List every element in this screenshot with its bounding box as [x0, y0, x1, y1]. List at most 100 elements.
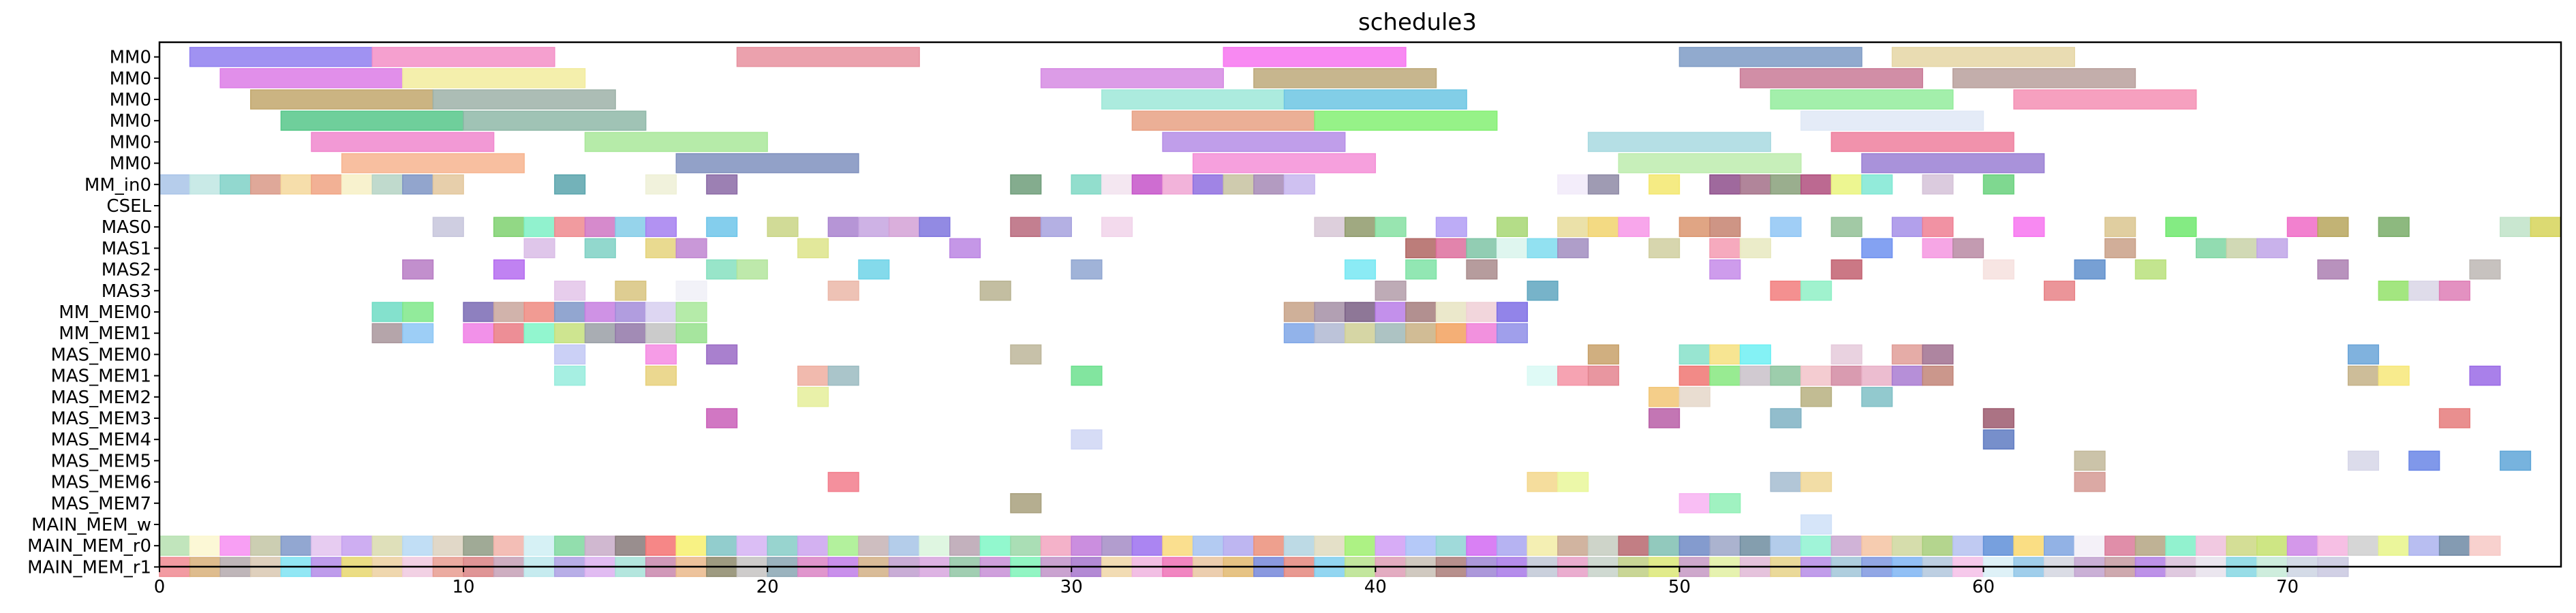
task-bar	[1861, 365, 1893, 386]
y-tick-label: MAS_MEM4	[50, 430, 151, 450]
task-bar	[341, 153, 525, 174]
task-bar	[1101, 217, 1133, 237]
task-bar	[2074, 535, 2106, 556]
task-bar	[827, 535, 859, 556]
task-bar	[1922, 365, 1954, 386]
task-bar	[2134, 259, 2166, 280]
y-tick-label: MAS_MEM5	[50, 451, 151, 471]
task-bar	[797, 535, 829, 556]
task-bar	[2104, 238, 2136, 259]
y-tick-label: MM_MEM0	[59, 302, 151, 323]
task-bar	[1557, 217, 1589, 237]
task-bar	[1375, 217, 1407, 237]
task-bar	[1223, 46, 1407, 67]
y-tick-label: MAS0	[102, 217, 151, 238]
task-bar	[1618, 217, 1650, 237]
task-bar	[463, 110, 647, 131]
task-bar	[402, 259, 434, 280]
task-bar	[615, 535, 647, 556]
y-tick-label: MAS1	[102, 238, 151, 259]
task-bar	[1040, 217, 1072, 237]
task-bar	[523, 302, 555, 322]
y-tick-label: MAS_MEM2	[50, 388, 151, 408]
task-bar	[371, 46, 555, 67]
task-bar	[432, 217, 464, 237]
task-bar	[2530, 217, 2562, 237]
task-bar	[736, 535, 768, 556]
task-bar	[1496, 238, 1529, 259]
task-bar	[1587, 535, 1619, 556]
task-bar	[1405, 238, 1437, 259]
task-bar	[1982, 174, 2014, 195]
task-bar	[1709, 365, 1741, 386]
task-bar	[371, 323, 403, 343]
task-bar	[523, 238, 555, 259]
task-bar	[523, 217, 555, 237]
task-bar	[584, 238, 616, 259]
task-bar	[584, 323, 616, 343]
task-bar	[1101, 535, 1133, 556]
x-tick-label: 50	[1668, 577, 1691, 597]
task-bar	[706, 217, 738, 237]
task-bar	[402, 174, 434, 195]
task-bar	[1344, 259, 1377, 280]
task-bar	[432, 89, 616, 110]
task-bar	[949, 238, 981, 259]
task-bar	[675, 153, 859, 174]
task-bar	[2043, 535, 2076, 556]
task-bar	[554, 217, 586, 237]
x-axis: 0 10 20 30 40 50 60 70	[154, 567, 2299, 597]
task-bar	[2134, 535, 2166, 556]
task-bar	[2104, 217, 2136, 237]
task-bar	[402, 68, 586, 89]
task-bar	[1800, 365, 1833, 386]
task-bar	[1770, 535, 1802, 556]
task-bar	[1557, 174, 1589, 195]
task-bar	[1891, 365, 1923, 386]
task-bar	[675, 302, 707, 322]
task-bar	[1253, 68, 1437, 89]
task-bar	[250, 535, 282, 556]
task-bar	[1861, 387, 1893, 407]
task-bar	[1982, 535, 2014, 556]
task-bar	[584, 535, 616, 556]
task-bar	[1314, 302, 1346, 322]
y-tick-label: MAIN_MEM_r1	[27, 557, 151, 578]
task-bar	[1314, 535, 1346, 556]
task-bar	[1922, 174, 1954, 195]
task-bar	[1678, 535, 1711, 556]
task-bar	[1678, 387, 1711, 407]
task-bar	[1192, 153, 1377, 174]
task-bar	[2317, 535, 2349, 556]
task-bar	[1891, 535, 1923, 556]
x-tick-label: 10	[453, 577, 475, 597]
task-bars	[159, 46, 2562, 578]
task-bar	[1496, 323, 1529, 343]
task-bar	[1527, 471, 1559, 492]
x-tick-label: 20	[756, 577, 779, 597]
task-bar	[2347, 344, 2380, 365]
y-tick-label: MM0	[110, 132, 151, 153]
task-bar	[280, 535, 312, 556]
task-bar	[1010, 493, 1042, 514]
task-bar	[1739, 68, 1923, 89]
task-bar	[919, 535, 951, 556]
task-bar	[1770, 174, 1802, 195]
task-bar	[706, 344, 738, 365]
task-bar	[2500, 450, 2532, 471]
task-bar	[1800, 174, 1833, 195]
task-bar	[463, 323, 495, 343]
y-tick-label: MM0	[110, 48, 151, 68]
task-bar	[1800, 281, 1833, 301]
task-bar	[1010, 344, 1042, 365]
task-bar	[1739, 365, 1771, 386]
task-bar	[1314, 110, 1498, 131]
task-bar	[645, 535, 677, 556]
task-bar	[371, 174, 403, 195]
task-bar	[1891, 46, 2075, 67]
task-bar	[2286, 217, 2318, 237]
y-tick-label: MM0	[110, 111, 151, 131]
task-bar	[858, 535, 890, 556]
task-bar	[493, 302, 525, 322]
task-bar	[554, 302, 586, 322]
